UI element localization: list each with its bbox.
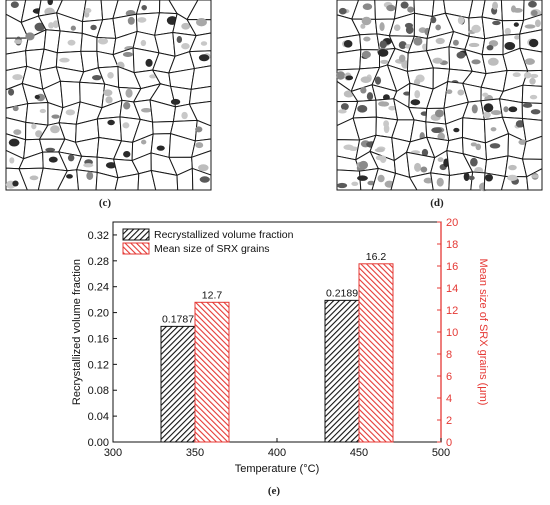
bar-volume-fraction [160, 325, 196, 443]
legend-swatch [122, 242, 150, 255]
y2-tick-label: 8 [446, 349, 452, 361]
legend-swatch [122, 228, 150, 241]
bar-srx-size [358, 263, 394, 443]
panel-label-c: (c) [99, 197, 112, 209]
y-tick-label: 0.16 [88, 333, 109, 345]
micrograph-c [5, 0, 212, 191]
y2-tick-label: 12 [446, 305, 458, 317]
y2-tick-label: 0 [446, 437, 452, 449]
panel-label-e: (e) [268, 485, 281, 497]
y-tick-label: 0.28 [88, 256, 109, 268]
y-tick-label: 0.08 [88, 385, 109, 397]
y2-tick-label: 4 [446, 393, 452, 405]
y-axis-title: Recrystallized volume fraction [71, 259, 83, 405]
y2-tick-label: 2 [446, 415, 452, 427]
bar-chart: 300 350 400 450 500 0.00 0.04 0.08 0.12 0.16 0.20 0… [71, 217, 489, 475]
bar-srx-size [194, 301, 230, 443]
micrograph-d [336, 0, 543, 192]
bar-volume-fraction [324, 299, 360, 443]
x-tick-label: 300 [104, 447, 122, 459]
x-tick-label: 350 [186, 447, 204, 459]
y2-tick-label: 20 [446, 217, 458, 229]
y2-tick-label: 18 [446, 239, 458, 251]
bar-data-label: 0.1787 [162, 313, 194, 325]
x-tick-label: 400 [268, 447, 286, 459]
panel-label-d: (d) [430, 197, 444, 209]
y-tick-label: 0.24 [88, 282, 109, 294]
x-tick-label: 500 [432, 447, 450, 459]
y2-tick-label: 14 [446, 283, 458, 295]
bar-data-label: 16.2 [366, 251, 387, 263]
y-tick-label: 0.20 [88, 308, 109, 320]
x-tick-label: 450 [350, 447, 368, 459]
legend-label: Mean size of SRX grains [154, 243, 270, 255]
bar-data-label: 12.7 [202, 289, 223, 301]
y2-tick-label: 16 [446, 261, 458, 273]
y-tick-label: 0.32 [88, 230, 109, 242]
y2-tick-label: 6 [446, 371, 452, 383]
legend: Recrystallized volume fraction Mean size … [122, 228, 294, 255]
legend-label: Recrystallized volume fraction [154, 229, 294, 241]
y-tick-label: 0.00 [88, 437, 109, 449]
y2-axis-title: Mean size of SRX grains (μm) [477, 259, 489, 406]
bar-data-label: 0.2189 [326, 287, 358, 299]
y-tick-label: 0.04 [88, 411, 109, 423]
y-tick-label: 0.12 [88, 359, 109, 371]
x-axis-title: Temperature (°C) [235, 463, 319, 475]
y2-tick-label: 10 [446, 327, 458, 339]
